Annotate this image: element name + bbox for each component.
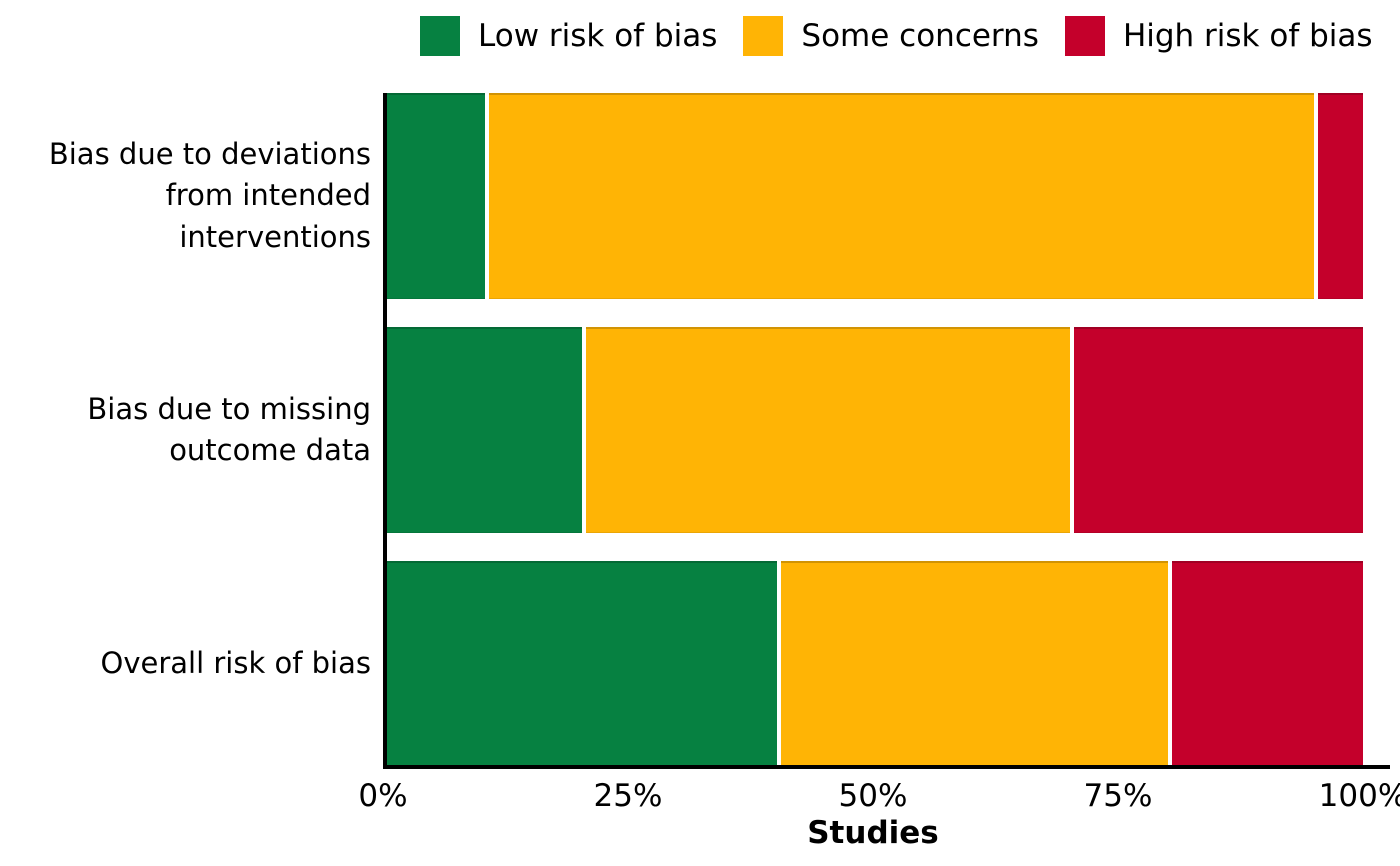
bar-segment-some-concerns — [582, 327, 1071, 533]
legend: Low risk of bias Some concerns High risk… — [420, 16, 1373, 56]
bar-segment-low-risk — [387, 561, 778, 767]
legend-item-high-risk: High risk of bias — [1064, 16, 1373, 56]
x-tick-75: 75% — [1083, 778, 1153, 814]
x-axis-line — [383, 765, 1390, 769]
bar-segment-some-concerns — [484, 93, 1315, 299]
bar-missing-data — [387, 327, 1363, 533]
legend-swatch-low-risk — [420, 16, 460, 56]
x-tick-25: 25% — [593, 778, 663, 814]
y-axis-category-labels: Bias due to deviations from intended int… — [0, 93, 371, 767]
y-axis-line — [383, 93, 387, 769]
plot-area — [387, 93, 1363, 767]
category-label-missing-data: Bias due to missing outcome data — [87, 391, 371, 467]
legend-item-some-concerns: Some concerns — [743, 16, 1039, 56]
bar-segment-high-risk — [1314, 93, 1363, 299]
category-label-deviations: Bias due to deviations from intended int… — [48, 137, 371, 254]
category-label-overall: Overall risk of bias — [100, 646, 371, 681]
legend-swatch-some-concerns — [743, 16, 784, 56]
bar-segment-low-risk — [387, 327, 583, 533]
legend-label-high-risk: High risk of bias — [1122, 18, 1373, 54]
legend-item-low-risk: Low risk of bias — [420, 16, 717, 56]
x-axis-title: Studies — [807, 815, 939, 851]
bar-segment-low-risk — [387, 93, 485, 299]
x-tick-100: 100% — [1318, 778, 1400, 814]
bar-deviations — [387, 93, 1363, 299]
bar-segment-some-concerns — [777, 561, 1168, 767]
x-tick-50: 50% — [838, 778, 908, 814]
bar-segment-high-risk — [1070, 327, 1363, 533]
legend-label-low-risk: Low risk of bias — [478, 18, 718, 54]
bar-segment-high-risk — [1167, 561, 1363, 767]
x-axis-ticks: 0% 25% 50% 75% 100% — [358, 776, 1400, 818]
legend-label-some-concerns: Some concerns — [801, 18, 1039, 54]
legend-swatch-high-risk — [1064, 16, 1105, 56]
x-tick-0: 0% — [358, 778, 408, 814]
bar-overall — [387, 561, 1363, 767]
